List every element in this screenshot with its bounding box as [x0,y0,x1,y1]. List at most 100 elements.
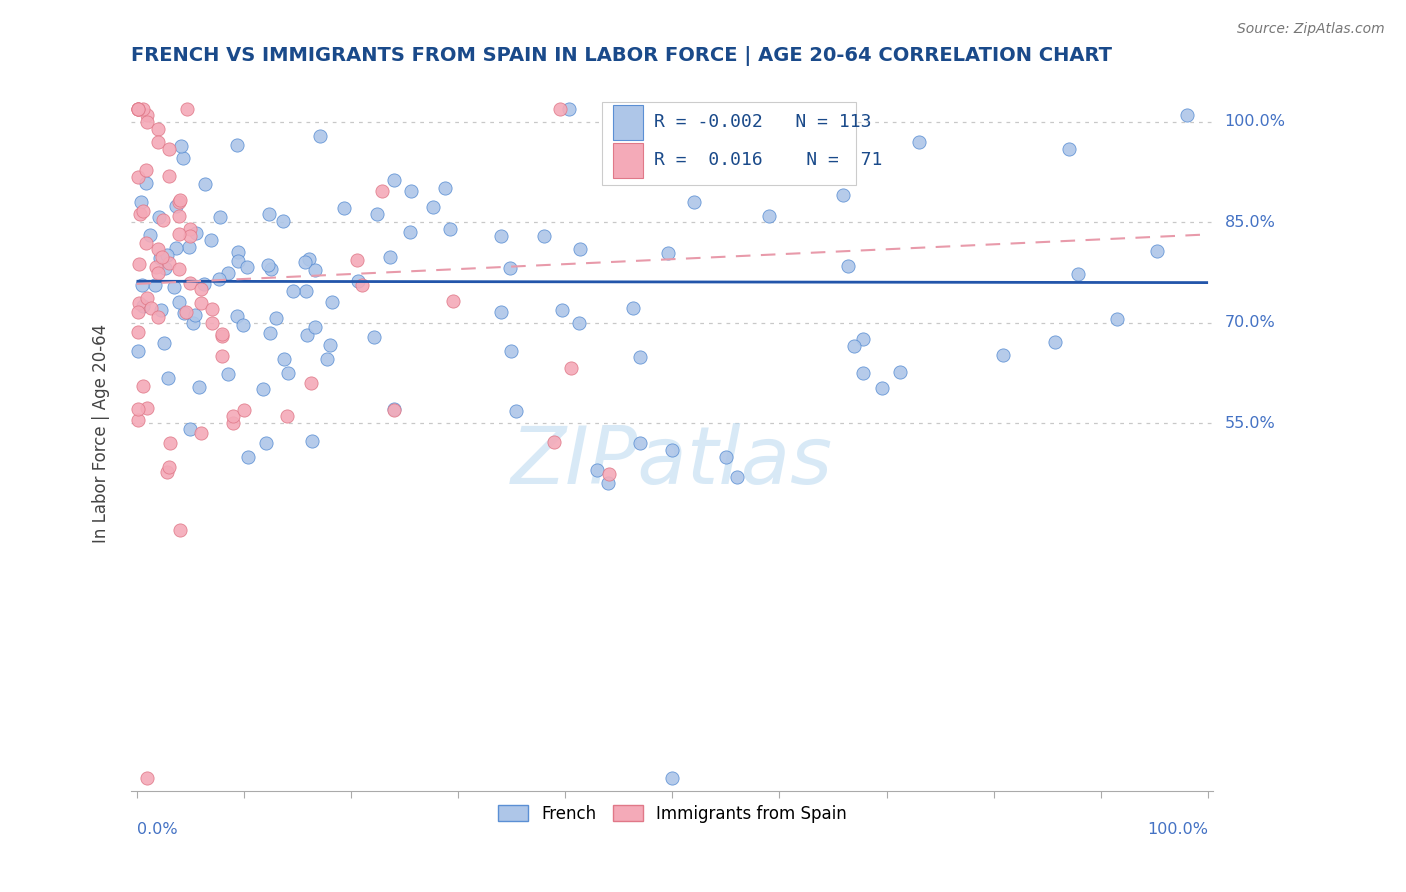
French [533,228,555,243]
French [200,233,222,247]
French [225,309,247,323]
French [568,317,591,331]
French [170,138,193,153]
French [169,294,191,309]
Text: ZIPatlas: ZIPatlas [512,423,834,500]
French [257,258,280,272]
French [725,469,748,483]
Immigrants from Spain [598,467,620,481]
Immigrants from Spain [200,302,222,317]
French [295,285,318,299]
French [596,476,619,491]
Immigrants from Spain [157,459,180,474]
French [551,303,574,318]
French [758,209,780,223]
Immigrants from Spain [136,401,159,415]
Immigrants from Spain [176,102,198,116]
Immigrants from Spain [179,222,201,236]
French [143,278,166,293]
French [1043,335,1066,350]
French [217,266,239,280]
French [889,365,911,379]
French [682,195,704,210]
French [264,310,287,325]
French [434,181,457,195]
Immigrants from Spain [136,115,159,129]
French [181,316,204,330]
French [165,199,187,213]
Immigrants from Spain [146,242,169,256]
Y-axis label: In Labor Force | Age 20-64: In Labor Force | Age 20-64 [93,324,110,542]
French [254,436,277,450]
French [661,442,683,457]
Immigrants from Spain [169,227,191,242]
Immigrants from Spain [135,163,157,178]
Immigrants from Spain [232,402,254,417]
French [558,102,581,116]
Immigrants from Spain [179,276,201,290]
Immigrants from Spain [146,135,169,149]
French [661,771,683,785]
French [187,380,209,394]
French [1057,142,1080,156]
Immigrants from Spain [190,282,212,296]
French [621,301,644,316]
Text: 0.0%: 0.0% [136,822,177,837]
French [236,450,259,464]
Text: FRENCH VS IMMIGRANTS FROM SPAIN IN LABOR FORCE | AGE 20-64 CORRELATION CHART: FRENCH VS IMMIGRANTS FROM SPAIN IN LABOR… [131,46,1112,66]
Immigrants from Spain [560,361,582,376]
Text: 70.0%: 70.0% [1225,315,1275,330]
French [346,274,368,288]
Text: 100.0%: 100.0% [1225,114,1285,129]
French [139,227,162,242]
Immigrants from Spain [127,102,149,116]
French [236,260,259,275]
French [153,261,176,276]
French [135,176,157,190]
French [491,305,513,319]
Text: 100.0%: 100.0% [1147,822,1208,837]
French [217,367,239,381]
French [505,404,527,418]
French [172,151,194,165]
Immigrants from Spain [157,169,180,183]
French [382,401,405,416]
French [1105,312,1128,326]
Text: R = -0.002   N = 113: R = -0.002 N = 113 [654,113,872,131]
Immigrants from Spain [152,213,174,227]
French [127,344,149,359]
French [149,251,172,265]
French [208,210,231,224]
French [184,308,207,322]
French [319,338,342,352]
Immigrants from Spain [211,329,233,343]
French [295,327,318,342]
Immigrants from Spain [190,295,212,310]
Immigrants from Spain [128,207,150,221]
Immigrants from Spain [136,108,159,122]
Immigrants from Spain [135,236,157,251]
French [380,251,402,265]
French [226,254,249,268]
Immigrants from Spain [127,102,149,116]
French [226,245,249,260]
French [734,144,756,158]
French [586,463,609,477]
French [363,330,385,344]
Immigrants from Spain [352,278,374,293]
French [156,371,179,385]
French [173,306,195,320]
Text: 85.0%: 85.0% [1225,215,1275,230]
French [260,262,283,277]
FancyBboxPatch shape [613,143,643,178]
French [628,436,651,450]
Immigrants from Spain [174,305,197,319]
French [315,352,337,367]
Immigrants from Spain [132,102,155,116]
French [131,278,153,293]
Immigrants from Spain [169,195,191,210]
FancyBboxPatch shape [613,105,643,139]
Immigrants from Spain [136,771,159,785]
French [333,202,356,216]
French [422,200,444,214]
